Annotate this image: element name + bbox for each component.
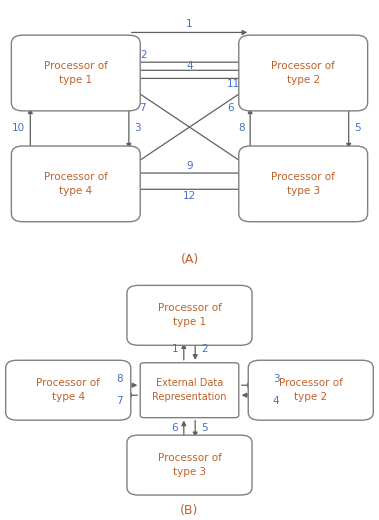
Text: 6: 6: [227, 103, 234, 113]
FancyBboxPatch shape: [248, 360, 373, 420]
Text: 9: 9: [186, 161, 193, 171]
Text: 4: 4: [273, 396, 279, 407]
FancyBboxPatch shape: [140, 363, 239, 418]
Text: 5: 5: [201, 423, 207, 433]
Text: Processor of
type 2: Processor of type 2: [271, 61, 335, 85]
Text: External Data
Representation: External Data Representation: [152, 378, 227, 402]
Text: 3: 3: [273, 374, 279, 384]
FancyBboxPatch shape: [6, 360, 131, 420]
Text: Processor of
type 1: Processor of type 1: [158, 303, 221, 327]
Text: 7: 7: [117, 396, 123, 407]
Text: 7: 7: [139, 103, 146, 113]
Text: Processor of
type 3: Processor of type 3: [158, 453, 221, 477]
Text: 4: 4: [186, 61, 193, 71]
Text: 1: 1: [186, 19, 193, 29]
FancyBboxPatch shape: [239, 35, 368, 111]
Text: Processor of
type 1: Processor of type 1: [44, 61, 108, 85]
Text: Processor of
type 3: Processor of type 3: [271, 172, 335, 196]
Text: Processor of
type 2: Processor of type 2: [279, 378, 343, 402]
Text: Processor of
type 4: Processor of type 4: [36, 378, 100, 402]
Text: Processor of
type 4: Processor of type 4: [44, 172, 108, 196]
Text: 10: 10: [11, 123, 25, 134]
Text: 1: 1: [172, 344, 178, 354]
Text: 8: 8: [117, 374, 123, 384]
FancyBboxPatch shape: [11, 35, 140, 111]
Text: 2: 2: [201, 344, 207, 354]
Text: 5: 5: [354, 123, 361, 134]
FancyBboxPatch shape: [239, 146, 368, 222]
Text: (A): (A): [180, 253, 199, 266]
FancyBboxPatch shape: [127, 435, 252, 495]
FancyBboxPatch shape: [11, 146, 140, 222]
Text: 12: 12: [183, 191, 196, 201]
FancyBboxPatch shape: [127, 285, 252, 345]
Text: (B): (B): [180, 503, 199, 516]
Text: 3: 3: [135, 123, 141, 134]
Text: 6: 6: [172, 423, 178, 433]
Text: 2: 2: [141, 50, 147, 60]
Text: 11: 11: [227, 80, 240, 89]
Text: 8: 8: [238, 123, 244, 134]
